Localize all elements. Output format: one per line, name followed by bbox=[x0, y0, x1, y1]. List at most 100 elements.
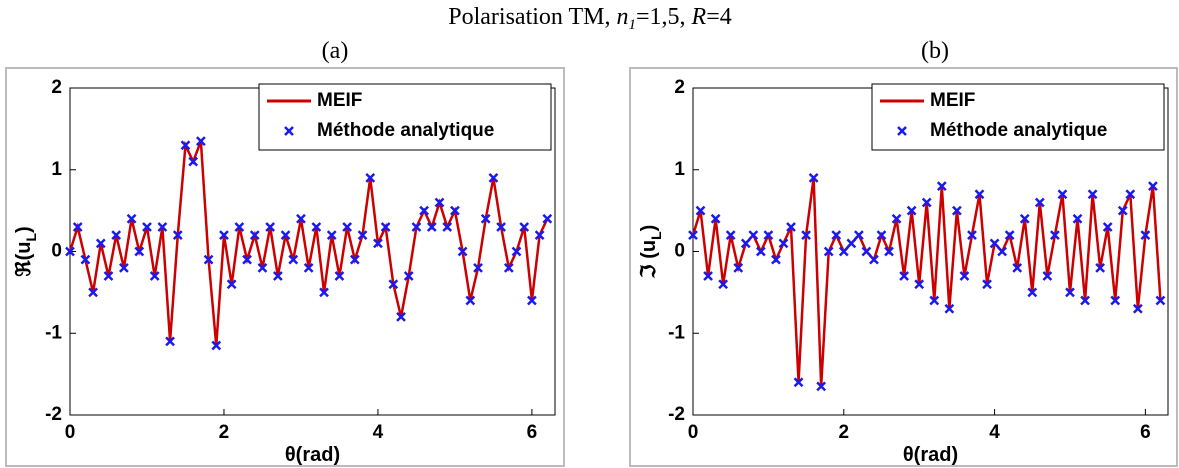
data-point bbox=[496, 222, 506, 232]
data-point bbox=[1050, 230, 1060, 241]
data-point bbox=[480, 213, 491, 224]
title-part: =1,5, bbox=[636, 4, 692, 30]
panel-label: (b) bbox=[921, 38, 949, 64]
data-point bbox=[249, 230, 260, 241]
data-point bbox=[763, 230, 774, 241]
data-point bbox=[488, 173, 499, 183]
data-point bbox=[936, 181, 947, 191]
data-point bbox=[688, 230, 698, 241]
y-axis-label: ℑ (uL) bbox=[638, 225, 664, 280]
data-point bbox=[542, 213, 553, 224]
y-tick-label: -2 bbox=[668, 404, 685, 425]
data-point bbox=[891, 213, 902, 224]
data-point bbox=[172, 230, 183, 241]
data-point bbox=[740, 238, 751, 249]
x-tick-label: 0 bbox=[688, 422, 699, 443]
data-point bbox=[1004, 230, 1015, 241]
data-point bbox=[419, 205, 430, 216]
data-point bbox=[1012, 262, 1023, 273]
data-point bbox=[846, 238, 857, 249]
data-point bbox=[411, 222, 422, 232]
data-point bbox=[257, 262, 268, 273]
y-tick-label: 2 bbox=[674, 77, 685, 98]
data-point bbox=[157, 222, 168, 232]
data-point bbox=[838, 246, 849, 257]
legend-swatch bbox=[897, 126, 907, 136]
data-point bbox=[1095, 262, 1106, 273]
data-point bbox=[111, 230, 122, 241]
data-point bbox=[1087, 189, 1098, 200]
legend-box bbox=[871, 83, 1165, 151]
y-tick-label: 0 bbox=[51, 241, 62, 262]
data-point bbox=[853, 230, 864, 241]
data-point bbox=[103, 271, 114, 281]
x-tick-label: 6 bbox=[1140, 422, 1151, 443]
data-point bbox=[906, 205, 917, 216]
data-point bbox=[311, 222, 322, 232]
data-point bbox=[1110, 295, 1121, 306]
legend-label: Méthode analytique bbox=[930, 120, 1107, 141]
data-point bbox=[288, 254, 299, 265]
data-point bbox=[959, 271, 970, 281]
x-tick-label: 4 bbox=[989, 422, 1000, 443]
data-point bbox=[1155, 295, 1166, 306]
data-point bbox=[1148, 181, 1158, 191]
data-point bbox=[272, 271, 283, 281]
y-label-part: ) bbox=[13, 226, 35, 233]
data-point bbox=[88, 287, 98, 298]
data-point bbox=[695, 205, 706, 216]
data-point bbox=[188, 156, 199, 167]
data-point bbox=[1080, 295, 1090, 306]
y-label-part: ℑ (u bbox=[638, 240, 660, 279]
data-point bbox=[816, 381, 827, 392]
data-point bbox=[242, 254, 252, 265]
data-point bbox=[388, 279, 399, 290]
data-point bbox=[319, 287, 329, 298]
legend-label: MEIF bbox=[317, 90, 362, 111]
data-point bbox=[748, 230, 759, 241]
data-point bbox=[326, 230, 337, 241]
data-point bbox=[1072, 213, 1083, 224]
legend-label: Méthode analytique bbox=[317, 120, 494, 141]
data-point bbox=[503, 262, 514, 273]
data-point bbox=[831, 230, 842, 241]
y-tick-label: -1 bbox=[668, 322, 685, 343]
data-point bbox=[801, 230, 811, 241]
data-point bbox=[1057, 189, 1068, 200]
data-point bbox=[989, 238, 1000, 249]
y-tick-label: 1 bbox=[674, 159, 685, 180]
data-point bbox=[1065, 287, 1075, 298]
data-point bbox=[296, 213, 306, 224]
data-point bbox=[869, 254, 879, 265]
data-point bbox=[997, 246, 1008, 257]
y-label-part: L bbox=[23, 233, 39, 242]
data-point bbox=[303, 262, 314, 273]
y-tick-label: 0 bbox=[674, 241, 685, 262]
data-point bbox=[349, 254, 360, 265]
data-point bbox=[725, 230, 736, 241]
data-point bbox=[974, 189, 985, 200]
data-point bbox=[982, 279, 992, 290]
data-point bbox=[211, 340, 222, 351]
data-point bbox=[778, 238, 789, 249]
data-point bbox=[365, 173, 376, 183]
data-point bbox=[65, 246, 75, 257]
y-tick-label: 2 bbox=[51, 77, 62, 98]
data-point bbox=[396, 312, 406, 322]
data-point bbox=[823, 246, 834, 257]
data-point bbox=[119, 262, 129, 273]
data-point bbox=[334, 271, 345, 281]
data-point bbox=[180, 140, 191, 151]
data-point bbox=[1132, 303, 1143, 314]
data-point bbox=[519, 222, 530, 232]
x-tick-label: 2 bbox=[219, 422, 230, 443]
data-point bbox=[280, 230, 291, 241]
title-part: R bbox=[691, 4, 707, 30]
data-point bbox=[511, 246, 522, 257]
data-point bbox=[967, 230, 977, 241]
y-axis-label: ℜ(uL) bbox=[13, 226, 39, 276]
data-point bbox=[914, 279, 925, 290]
data-point bbox=[861, 246, 872, 257]
figure-title: Polarisation TM, n1=1,5, R=4 bbox=[448, 4, 732, 33]
